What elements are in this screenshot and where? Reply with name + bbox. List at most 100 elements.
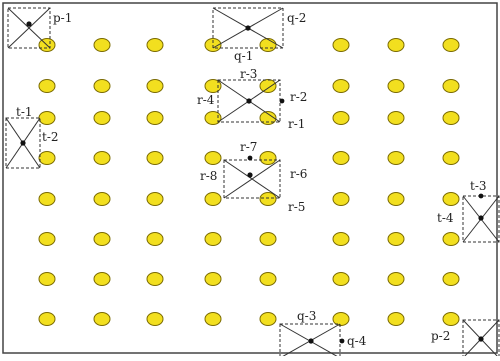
label-t3: t-3	[470, 179, 487, 193]
dot-r1-c3	[146, 38, 164, 52]
dot-r7-c7	[387, 272, 405, 286]
dot-r8-c3	[146, 312, 164, 326]
dot-r1-c7	[387, 38, 405, 52]
dot-r2-c2	[93, 79, 111, 93]
label-q1: q-1	[234, 49, 253, 63]
dot-r6-c4	[204, 232, 222, 246]
dot-r3-c2	[93, 111, 111, 125]
dot-r4-c1	[38, 151, 56, 165]
dot-r8-c2	[93, 312, 111, 326]
box-q-top	[212, 7, 284, 49]
box-p1	[7, 7, 51, 49]
marker-q-top	[245, 25, 251, 31]
dot-r3-c4	[204, 111, 222, 125]
dot-r6-c1	[38, 232, 56, 246]
dot-r4-c2	[93, 151, 111, 165]
dot-r3-c3	[146, 111, 164, 125]
dot-r3-c7	[387, 111, 405, 125]
dot-r5-c2	[93, 192, 111, 206]
marker-p2	[478, 336, 484, 342]
label-r8: r-8	[200, 169, 217, 183]
dot-r8-c8	[442, 312, 460, 326]
dot-r8-c1	[38, 312, 56, 326]
label-t1: t-1	[16, 105, 33, 119]
label-q2: q-2	[287, 11, 306, 25]
dot-r3-c8	[442, 111, 460, 125]
dot-r6-c3	[146, 232, 164, 246]
dot-r5-c7	[387, 192, 405, 206]
marker-p1	[26, 21, 32, 27]
dot-r1-c5	[259, 38, 277, 52]
dot-r7-c5	[259, 272, 277, 286]
marker-t-right	[478, 215, 484, 221]
marker-r-top	[246, 98, 252, 104]
label-q4: q-4	[347, 334, 367, 348]
label-r1: r-1	[288, 117, 305, 131]
marker-r7	[247, 155, 253, 161]
dot-r1-c8	[442, 38, 460, 52]
dot-r7-c3	[146, 272, 164, 286]
dot-r4-c5	[259, 151, 277, 165]
dot-r5-c5	[259, 192, 277, 206]
dot-r2-c3	[146, 79, 164, 93]
label-r2: r-2	[290, 90, 307, 104]
center-markers	[20, 21, 484, 344]
dot-r5-c3	[146, 192, 164, 206]
dot-r8-c7	[387, 312, 405, 326]
outer-frame	[2, 2, 498, 354]
dot-r1-c6	[332, 38, 350, 52]
dot-r7-c8	[442, 272, 460, 286]
label-p1: p-1	[53, 11, 72, 25]
dot-r8-c5	[259, 312, 277, 326]
label-r6: r-6	[290, 167, 307, 181]
dot-r3-c6	[332, 111, 350, 125]
dot-r5-c8	[442, 192, 460, 206]
dot-r2-c1	[38, 79, 56, 93]
dot-r3-c5	[259, 111, 277, 125]
dot-r1-c2	[93, 38, 111, 52]
label-t2: t-2	[42, 130, 59, 144]
label-t4: t-4	[437, 211, 454, 225]
dot-r2-c7	[387, 79, 405, 93]
label-r3: r-3	[240, 67, 257, 81]
marker-r2	[279, 98, 285, 104]
dot-r7-c1	[38, 272, 56, 286]
box-r-mid	[223, 159, 281, 199]
label-r5: r-5	[288, 200, 305, 214]
dot-r7-c2	[93, 272, 111, 286]
dot-grid	[38, 38, 460, 326]
dot-r6-c5	[259, 232, 277, 246]
label-p2: p-2	[431, 329, 450, 343]
dot-r5-c4	[204, 192, 222, 206]
dot-r6-c8	[442, 232, 460, 246]
dot-r5-c1	[38, 192, 56, 206]
dot-r8-c6	[332, 312, 350, 326]
dot-r7-c6	[332, 272, 350, 286]
dot-r2-c6	[332, 79, 350, 93]
dot-r5-c6	[332, 192, 350, 206]
marker-t3	[478, 193, 484, 199]
marker-q4	[339, 338, 345, 344]
marker-q-bottom	[308, 338, 314, 344]
dot-r7-c4	[204, 272, 222, 286]
dot-r4-c3	[146, 151, 164, 165]
marker-t-left	[20, 140, 26, 146]
dot-r4-c8	[442, 151, 460, 165]
dot-r4-c7	[387, 151, 405, 165]
dot-r2-c4	[204, 79, 222, 93]
label-q3: q-3	[297, 309, 316, 323]
cell-labels: p-1 q-2 q-1 r-3 r-4 r-2 r-1 t-1 t-2 r-7 …	[16, 11, 487, 348]
dot-r2-c8	[442, 79, 460, 93]
label-r4: r-4	[197, 93, 215, 107]
dot-r4-c6	[332, 151, 350, 165]
label-r7: r-7	[240, 140, 257, 154]
dot-r6-c2	[93, 232, 111, 246]
dot-r6-c7	[387, 232, 405, 246]
dot-r4-c4	[204, 151, 222, 165]
marker-r-mid	[247, 172, 253, 178]
dot-r8-c4	[204, 312, 222, 326]
box-t-left	[5, 117, 41, 169]
dot-r3-c1	[38, 111, 56, 125]
